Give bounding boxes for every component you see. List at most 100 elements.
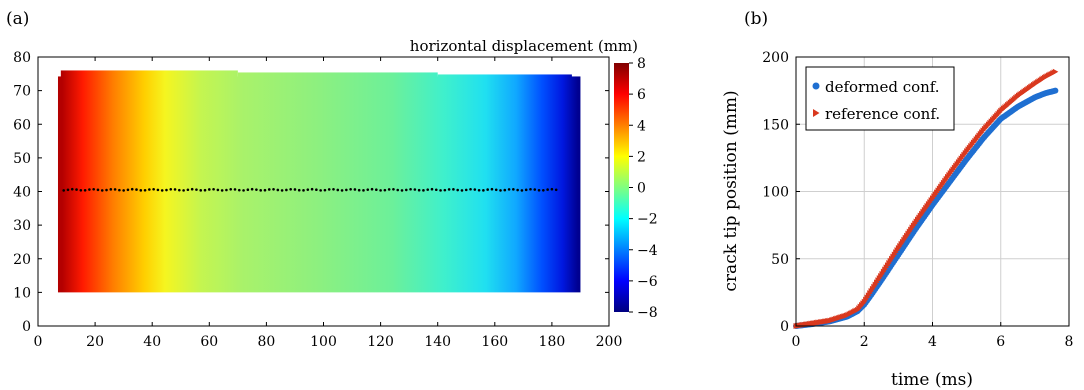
field-top-edge bbox=[60, 70, 238, 78]
crack-point bbox=[482, 189, 485, 192]
crack-point bbox=[212, 187, 215, 191]
crack-point bbox=[542, 188, 545, 192]
crack-point bbox=[105, 188, 108, 192]
crack-point bbox=[409, 187, 412, 191]
crack-point bbox=[439, 189, 442, 192]
crack-point bbox=[208, 188, 211, 191]
y-tick-label-a: 20 bbox=[13, 252, 31, 268]
crack-point bbox=[383, 188, 387, 192]
crack-point bbox=[190, 187, 194, 191]
crack-point bbox=[319, 189, 322, 192]
colorbar bbox=[614, 63, 629, 312]
crack-point bbox=[520, 189, 524, 192]
crack-point bbox=[173, 188, 177, 191]
crack-point bbox=[306, 188, 310, 191]
crack-point bbox=[464, 188, 468, 192]
data-point bbox=[1052, 68, 1059, 75]
y-tick-label-a: 30 bbox=[13, 218, 31, 234]
crack-point bbox=[404, 188, 408, 192]
colorbar-tick-label: −4 bbox=[637, 243, 658, 259]
crack-point bbox=[400, 189, 404, 192]
crack-point bbox=[546, 188, 549, 191]
colorbar-tick-label: 2 bbox=[637, 149, 646, 165]
crack-point bbox=[225, 188, 228, 192]
crack-point bbox=[178, 188, 181, 192]
crack-point bbox=[297, 188, 301, 192]
crack-point bbox=[422, 189, 425, 192]
field-top-edge bbox=[237, 72, 438, 78]
y-tick-label-a: 40 bbox=[13, 185, 31, 201]
crack-point bbox=[340, 189, 344, 192]
crack-point bbox=[280, 189, 284, 192]
crack-point bbox=[276, 188, 280, 192]
crack-point bbox=[152, 187, 155, 191]
crack-point bbox=[182, 189, 185, 192]
x-tick-label-a: 100 bbox=[310, 334, 337, 350]
crack-point bbox=[79, 189, 83, 192]
y-tick-label-b: 200 bbox=[762, 50, 789, 66]
x-tick-label-a: 160 bbox=[481, 334, 508, 350]
crack-point bbox=[426, 188, 430, 191]
crack-point bbox=[220, 189, 224, 192]
crack-point bbox=[233, 188, 237, 191]
crack-point bbox=[122, 189, 125, 192]
crack-point bbox=[242, 189, 245, 192]
crack-point bbox=[169, 188, 173, 191]
crack-point bbox=[452, 188, 455, 191]
crack-point bbox=[195, 188, 198, 191]
crack-point bbox=[293, 188, 297, 191]
crack-point bbox=[109, 188, 113, 191]
crack-point bbox=[186, 188, 190, 192]
crack-point bbox=[70, 187, 74, 191]
crack-point bbox=[499, 189, 502, 192]
crack-point bbox=[83, 188, 87, 192]
crack-point bbox=[199, 189, 203, 192]
crack-point bbox=[139, 189, 143, 192]
panel-b-label: (b) bbox=[744, 9, 768, 29]
crack-point bbox=[148, 188, 151, 191]
crack-point bbox=[473, 188, 477, 191]
crack-point bbox=[336, 188, 340, 192]
crack-point bbox=[75, 188, 78, 191]
y-axis-title-b: crack tip position (mm) bbox=[721, 90, 741, 291]
crack-point bbox=[353, 188, 357, 191]
x-tick-label-a: 120 bbox=[367, 334, 394, 350]
crack-point bbox=[490, 187, 494, 191]
crack-point bbox=[533, 188, 537, 191]
crack-point bbox=[512, 188, 515, 191]
crack-point bbox=[302, 189, 305, 192]
crack-point bbox=[259, 189, 262, 192]
crack-point bbox=[229, 187, 233, 191]
crack-point bbox=[310, 187, 314, 191]
crack-point bbox=[143, 188, 147, 192]
crack-point bbox=[156, 188, 160, 192]
field-body bbox=[57, 76, 581, 293]
crack-point bbox=[537, 188, 541, 192]
legend-marker-reference bbox=[813, 109, 820, 117]
crack-point bbox=[349, 187, 352, 191]
legend-box bbox=[805, 66, 955, 131]
crack-point bbox=[443, 188, 447, 192]
crack-point bbox=[357, 188, 361, 192]
displacement-field bbox=[57, 70, 581, 293]
crack-point bbox=[315, 188, 318, 191]
crack-point bbox=[417, 188, 421, 192]
crack-point bbox=[456, 188, 459, 192]
crack-point bbox=[88, 188, 91, 191]
y-tick-label-a: 0 bbox=[22, 319, 31, 335]
colorbar-ticks: 8 6 4 2 0 −2 −4 −6 −8 bbox=[629, 56, 658, 321]
crack-point bbox=[267, 188, 271, 191]
x-tick-label-a: 40 bbox=[143, 334, 161, 350]
y-tick-label-a: 70 bbox=[13, 84, 31, 100]
colorbar-tick-label: 6 bbox=[637, 87, 646, 103]
crack-point bbox=[263, 188, 267, 192]
x-tick-label-a: 180 bbox=[539, 334, 566, 350]
plot-a-ticks: 0 20 40 60 80 100 120 140 160 180 200 0 10 20 30 40 50 60… bbox=[13, 50, 622, 350]
x-tick-label-a: 60 bbox=[200, 334, 218, 350]
crack-point bbox=[135, 188, 138, 191]
y-tick-label-a: 50 bbox=[13, 151, 31, 167]
legend-marker-deformed bbox=[812, 82, 820, 90]
crack-point bbox=[92, 187, 95, 191]
crack-point bbox=[250, 187, 254, 191]
